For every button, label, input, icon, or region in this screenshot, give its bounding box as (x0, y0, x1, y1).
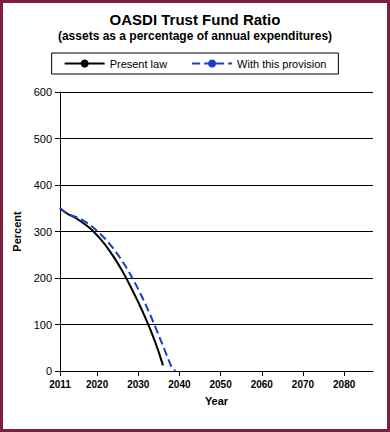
svg-text:2070: 2070 (292, 379, 315, 390)
svg-text:400: 400 (34, 179, 52, 191)
svg-text:With this provision: With this provision (237, 58, 326, 70)
svg-text:Present law: Present law (110, 58, 168, 70)
svg-text:500: 500 (34, 133, 52, 145)
svg-text:2040: 2040 (168, 379, 191, 390)
svg-text:2060: 2060 (251, 379, 274, 390)
svg-text:100: 100 (34, 319, 52, 331)
svg-text:Year: Year (205, 395, 229, 407)
svg-text:2020: 2020 (86, 379, 109, 390)
svg-text:Percent: Percent (11, 211, 23, 252)
svg-text:2050: 2050 (209, 379, 232, 390)
svg-text:(assets as a percentage of ann: (assets as a percentage of annual expend… (58, 29, 332, 43)
svg-text:2011: 2011 (49, 379, 71, 390)
svg-text:2030: 2030 (127, 379, 150, 390)
svg-text:OASDI Trust Fund Ratio: OASDI Trust Fund Ratio (110, 11, 281, 28)
svg-text:0: 0 (46, 365, 52, 377)
svg-text:300: 300 (34, 226, 52, 238)
svg-text:2080: 2080 (333, 379, 356, 390)
svg-text:200: 200 (34, 272, 52, 284)
svg-text:600: 600 (34, 86, 52, 98)
